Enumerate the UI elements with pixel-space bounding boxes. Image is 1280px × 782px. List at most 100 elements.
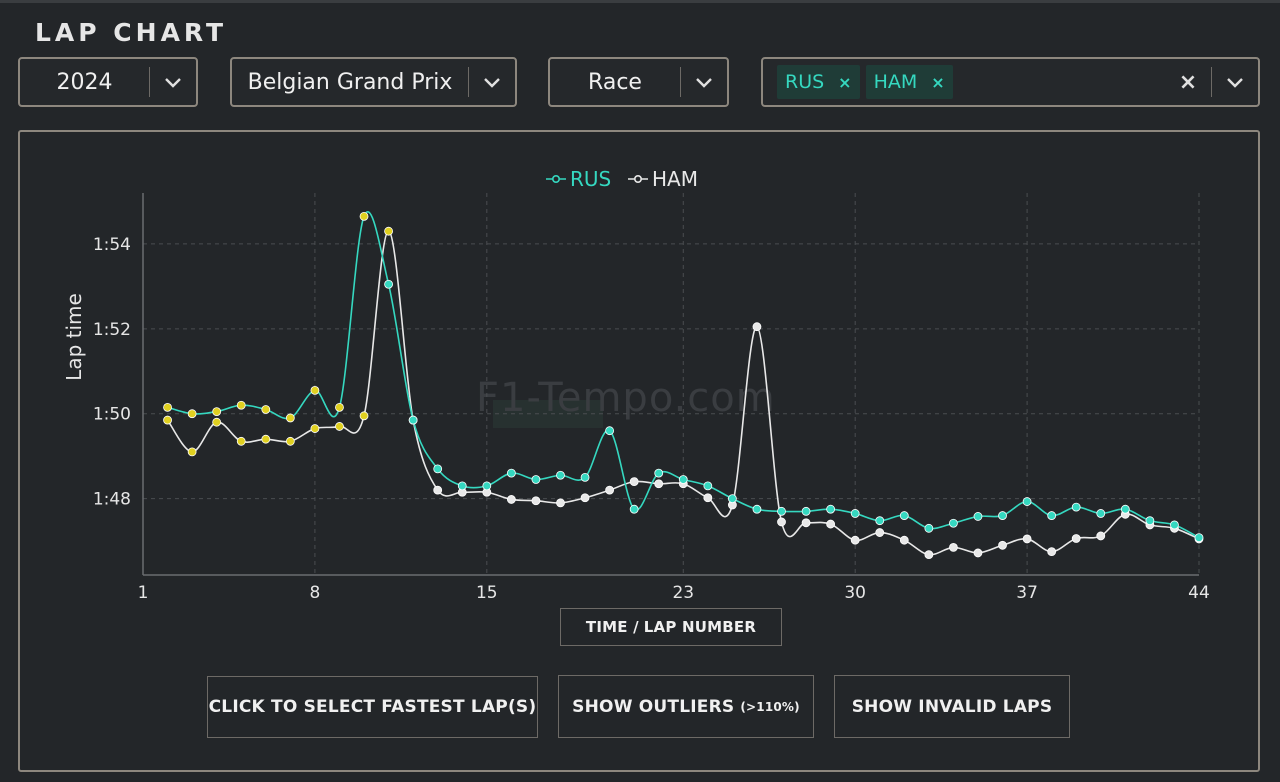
data-point-rus — [212, 407, 222, 416]
year-select[interactable]: 2024 — [18, 57, 198, 107]
chevron-down-icon[interactable] — [469, 76, 515, 88]
driver-chip-label: RUS — [785, 71, 825, 93]
x-tick-label: 30 — [844, 583, 866, 603]
x-tick-label: 23 — [672, 583, 694, 603]
data-point-rus — [580, 472, 590, 482]
legend-marker-ham — [633, 175, 642, 184]
data-point-rus — [1071, 502, 1081, 512]
data-point-rus — [384, 279, 393, 289]
data-point-ham — [1096, 531, 1106, 541]
data-point-rus — [556, 470, 565, 480]
data-point-ham — [703, 493, 713, 503]
data-point-rus — [752, 504, 762, 514]
select-separator — [1211, 67, 1212, 97]
data-point-rus — [285, 413, 295, 423]
data-point-rus — [187, 409, 197, 419]
event-value: Belgian Grand Prix — [247, 69, 453, 95]
data-point-rus — [1145, 516, 1155, 526]
chart-panel — [18, 130, 1260, 772]
data-point-ham — [801, 518, 811, 528]
x-axis-toggle-time: TIME / — [585, 618, 639, 636]
clear-all-icon[interactable]: × — [1178, 69, 1198, 95]
data-point-rus — [1194, 533, 1204, 543]
y-tick-label: 1:54 — [93, 235, 131, 255]
x-tick-label: 1 — [138, 583, 149, 603]
data-point-ham — [384, 226, 393, 236]
data-point-rus — [924, 523, 934, 533]
data-point-ham — [1047, 547, 1057, 557]
data-point-rus — [1022, 497, 1032, 506]
x-axis-toggle-button[interactable]: TIME / LAP NUMBER — [560, 608, 782, 646]
y-axis-title: Lap time — [62, 293, 86, 381]
data-point-rus — [727, 494, 737, 504]
data-point-rus — [899, 511, 909, 520]
data-point-ham — [850, 535, 860, 545]
data-point-rus — [850, 509, 860, 518]
chevron-down-icon[interactable] — [681, 76, 727, 88]
data-point-rus — [654, 468, 664, 478]
data-point-rus — [261, 405, 271, 414]
data-point-ham — [998, 540, 1007, 550]
data-point-rus — [703, 481, 713, 491]
data-point-ham — [236, 436, 246, 446]
show-invalid-laps-button[interactable]: SHOW INVALID LAPS — [834, 675, 1070, 738]
y-tick-label: 1:48 — [93, 490, 131, 510]
driver-multiselect[interactable]: RUS × HAM × × — [761, 57, 1260, 107]
data-point-rus — [875, 516, 885, 526]
data-point-ham — [187, 447, 197, 457]
data-point-ham — [826, 519, 836, 529]
driver-chip-ham: HAM × — [865, 65, 953, 99]
data-point-ham — [924, 550, 934, 560]
driver-chip-rus: RUS × — [777, 65, 860, 99]
y-tick-label: 1:52 — [93, 320, 131, 340]
data-point-ham — [949, 543, 958, 552]
event-select[interactable]: Belgian Grand Prix — [230, 57, 517, 107]
chevron-down-icon[interactable] — [150, 76, 196, 88]
data-point-ham — [752, 322, 762, 332]
data-point-rus — [310, 385, 320, 395]
data-point-rus — [506, 468, 516, 478]
show-outliers-button[interactable]: SHOW OUTLIERS (>110%) — [558, 675, 814, 738]
data-point-rus — [408, 415, 418, 425]
data-point-ham — [973, 548, 983, 558]
remove-chip-icon[interactable]: × — [838, 72, 852, 92]
driver-chip-label: HAM — [873, 71, 918, 93]
data-point-ham — [163, 415, 172, 425]
year-value: 2024 — [56, 69, 113, 95]
session-select[interactable]: Race — [548, 57, 729, 107]
data-point-rus — [1120, 504, 1130, 514]
data-point-rus — [678, 475, 688, 484]
data-point-rus — [998, 511, 1007, 520]
data-point-ham — [629, 477, 639, 487]
session-value: Race — [588, 69, 642, 95]
legend-label-rus: RUS — [570, 167, 611, 191]
data-point-rus — [949, 518, 958, 528]
data-point-rus — [801, 506, 811, 516]
data-point-ham — [261, 434, 271, 444]
x-tick-label: 15 — [476, 583, 498, 603]
select-separator — [468, 67, 469, 97]
select-fastest-laps-button[interactable]: CLICK TO SELECT FASTEST LAP(S) — [207, 676, 538, 738]
data-point-ham — [1022, 534, 1032, 544]
data-point-ham — [433, 485, 443, 495]
data-point-ham — [1071, 534, 1081, 543]
data-point-rus — [777, 506, 786, 516]
data-point-rus — [359, 211, 369, 221]
x-tick-label: 44 — [1188, 583, 1210, 603]
data-point-rus — [433, 464, 443, 474]
data-point-ham — [285, 436, 295, 446]
remove-chip-icon[interactable]: × — [931, 72, 945, 92]
chevron-down-icon[interactable] — [1212, 76, 1258, 88]
top-border — [0, 0, 1280, 3]
show-outliers-label: SHOW OUTLIERS — [572, 696, 735, 717]
driver-chips: RUS × HAM × — [763, 65, 1165, 99]
data-point-ham — [605, 485, 615, 495]
data-point-ham — [556, 498, 565, 508]
data-point-rus — [826, 504, 836, 514]
page-title: LAP CHART — [35, 18, 228, 47]
select-separator — [680, 67, 681, 97]
data-point-rus — [973, 512, 983, 521]
data-point-rus — [1096, 509, 1106, 518]
data-point-ham — [359, 411, 369, 421]
